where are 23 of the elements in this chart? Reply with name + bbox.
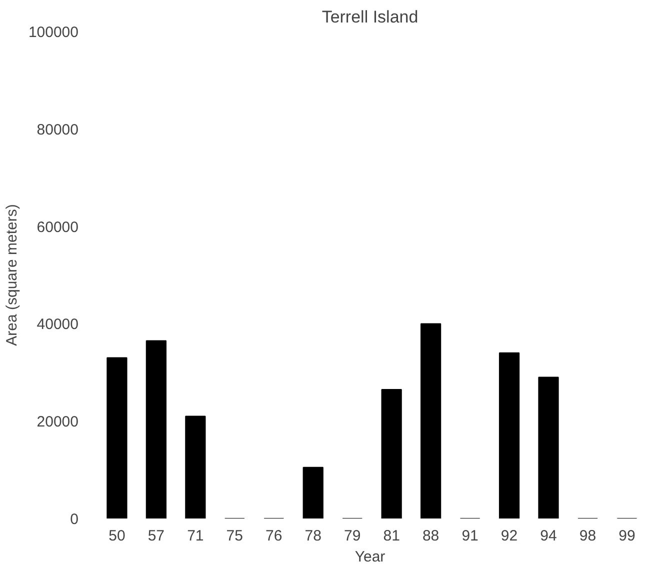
y-tick-label: 0 [70, 511, 78, 528]
x-tick-label: 57 [148, 528, 165, 544]
x-tick-label: 88 [422, 528, 440, 544]
x-tick-label: 91 [462, 528, 478, 544]
y-tick-label: 40000 [36, 316, 79, 334]
y-axis-title: Area (square meters) [3, 204, 20, 346]
x-tick-label: 71 [187, 528, 204, 544]
x-tick-label: 99 [618, 528, 636, 544]
x-tick-label: 50 [108, 528, 126, 544]
x-tick-label: 76 [266, 528, 282, 544]
chart-title: Terrell Island [322, 8, 418, 26]
x-tick-label: 79 [344, 528, 361, 544]
y-tick-label: 60000 [36, 218, 79, 236]
y-tick-label: 20000 [36, 414, 79, 431]
y-tick-label: 100000 [28, 24, 79, 41]
x-tick-label: 81 [383, 528, 400, 544]
x-tick-label: 92 [500, 528, 518, 544]
x-tick-label: 94 [540, 528, 557, 544]
x-tick-label: 78 [304, 528, 322, 544]
y-tick-label: 80000 [36, 121, 79, 138]
x-axis-title: Year [354, 548, 386, 566]
x-tick-label: 98 [579, 528, 596, 544]
x-tick-label: 75 [226, 528, 243, 544]
